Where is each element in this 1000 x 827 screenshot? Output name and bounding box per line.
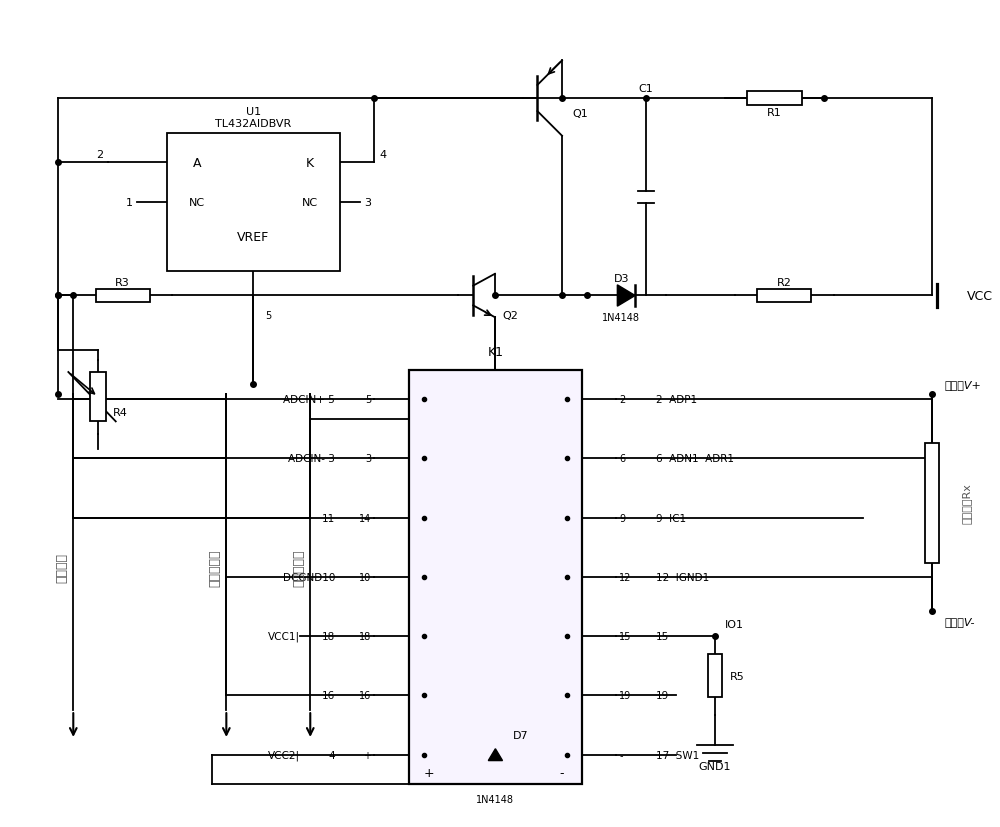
Text: 10: 10 — [359, 572, 371, 582]
Text: 18: 18 — [322, 631, 335, 642]
Bar — [925, 443, 939, 563]
Bar — [747, 92, 802, 106]
Text: R2: R2 — [777, 277, 792, 287]
Text: 6  ADN1  ADR1: 6 ADN1 ADR1 — [656, 454, 734, 464]
Text: +: + — [363, 750, 371, 760]
Text: 18: 18 — [359, 631, 371, 642]
Bar — [409, 370, 582, 784]
Text: 1: 1 — [126, 198, 133, 208]
Text: 16: 16 — [322, 691, 335, 700]
Text: 19: 19 — [619, 691, 632, 700]
Text: R1: R1 — [767, 108, 782, 117]
Text: 2: 2 — [96, 151, 103, 160]
Text: NC: NC — [189, 198, 205, 208]
Text: DCGND10: DCGND10 — [283, 572, 335, 582]
Text: 16: 16 — [359, 691, 371, 700]
Text: 测量点V+: 测量点V+ — [944, 380, 981, 390]
Text: 1N4148: 1N4148 — [476, 794, 514, 804]
Text: C1: C1 — [639, 84, 653, 94]
Text: 1N4148: 1N4148 — [602, 313, 640, 323]
Polygon shape — [617, 285, 635, 307]
Text: IO1: IO1 — [725, 619, 744, 629]
Text: D3: D3 — [614, 274, 629, 284]
Text: 3: 3 — [365, 454, 371, 464]
Text: 19: 19 — [656, 691, 669, 700]
Text: 17  SW1: 17 SW1 — [656, 750, 699, 760]
Text: 测量电压正: 测量电压正 — [208, 548, 221, 586]
Text: 11: 11 — [322, 513, 335, 523]
Text: 被测电阻Rx: 被测电阻Rx — [962, 483, 972, 523]
Text: 9: 9 — [619, 513, 625, 523]
Text: Q2: Q2 — [503, 311, 519, 321]
Text: VCC2|: VCC2| — [268, 749, 300, 760]
Text: R4: R4 — [113, 407, 128, 417]
Text: +: + — [423, 766, 434, 779]
Text: 测量电压负: 测量电压负 — [292, 548, 305, 586]
Text: 测量点V-: 测量点V- — [944, 617, 975, 627]
Text: GND1: GND1 — [699, 762, 731, 772]
Text: ADCIN- 3: ADCIN- 3 — [288, 454, 335, 464]
Bar — [167, 133, 340, 271]
Text: VCC: VCC — [967, 289, 993, 303]
Text: TL432AIDBVR: TL432AIDBVR — [215, 118, 292, 128]
Text: -: - — [560, 766, 564, 779]
Text: 12  IGND1: 12 IGND1 — [656, 572, 709, 582]
Text: 3: 3 — [365, 198, 372, 208]
Polygon shape — [488, 748, 503, 761]
Bar — [96, 289, 150, 303]
Text: 6: 6 — [619, 454, 625, 464]
Text: 14: 14 — [359, 513, 371, 523]
Bar — [90, 373, 106, 422]
Bar — [708, 654, 722, 697]
Text: 4: 4 — [379, 151, 387, 160]
Text: K: K — [306, 156, 314, 170]
Text: R5: R5 — [730, 671, 745, 681]
Text: 2  ADP1: 2 ADP1 — [656, 394, 697, 404]
Text: 2: 2 — [619, 394, 626, 404]
Text: ADCIN+ 5: ADCIN+ 5 — [283, 394, 335, 404]
Text: 5: 5 — [365, 394, 371, 404]
Text: NC: NC — [302, 198, 318, 208]
Text: 5: 5 — [265, 311, 272, 321]
Text: 测量电流: 测量电流 — [55, 552, 68, 582]
Text: 9  IC1: 9 IC1 — [656, 513, 686, 523]
Text: A: A — [192, 156, 201, 170]
Text: 15: 15 — [656, 631, 669, 642]
Text: 15: 15 — [619, 631, 632, 642]
Text: 4: 4 — [328, 750, 335, 760]
Text: 12: 12 — [619, 572, 632, 582]
Text: D7: D7 — [513, 730, 529, 740]
Text: -: - — [619, 750, 623, 760]
Text: K1: K1 — [487, 346, 503, 359]
Text: U1: U1 — [246, 107, 261, 117]
Text: VCC1|: VCC1| — [268, 631, 300, 642]
Text: R3: R3 — [115, 277, 130, 287]
Text: Q1: Q1 — [572, 108, 588, 119]
Text: VREF: VREF — [237, 231, 270, 243]
Bar — [757, 289, 811, 303]
